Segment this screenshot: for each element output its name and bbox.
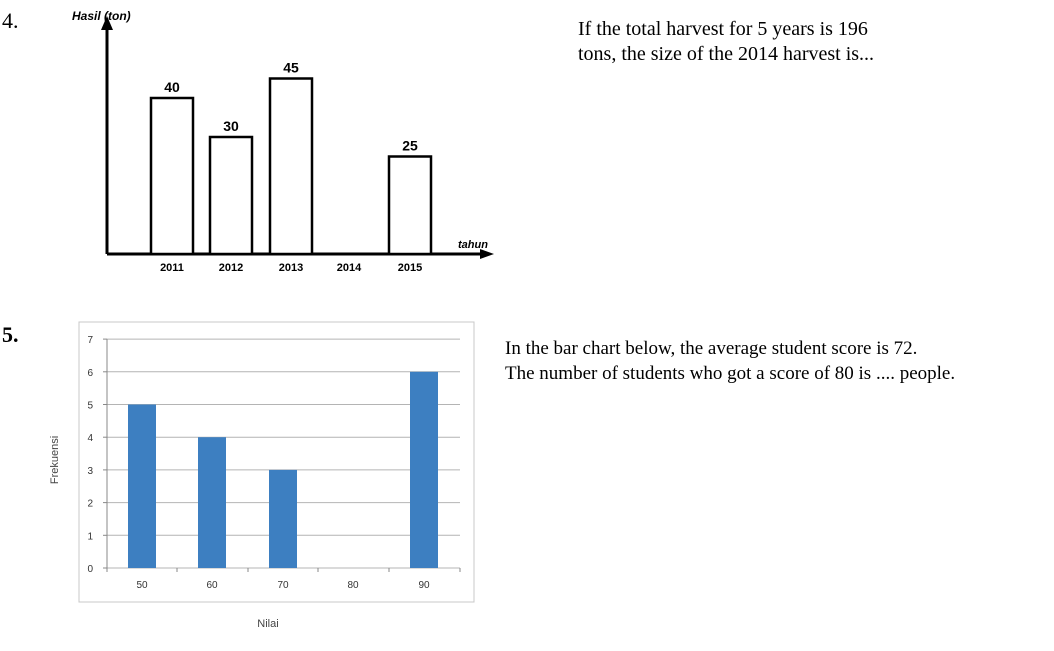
y-axis-label: Hasil (ton) <box>72 9 131 23</box>
question-4-number: 4. <box>2 8 19 33</box>
y-tick-label: 6 <box>87 368 93 379</box>
x-tick-label: 90 <box>418 580 430 591</box>
x-axis-label: Nilai <box>257 618 278 630</box>
data-label: 30 <box>223 118 239 134</box>
bar <box>198 437 226 568</box>
y-tick-label: 7 <box>87 335 93 346</box>
bar <box>208 135 254 256</box>
data-label: 40 <box>164 79 180 95</box>
x-tick-label: 60 <box>206 580 218 591</box>
bar <box>128 404 156 568</box>
bar <box>149 96 195 256</box>
question-5-line-1: In the bar chart below, the average stud… <box>505 338 918 359</box>
y-tick-label: 2 <box>87 499 93 510</box>
data-label: 45 <box>283 60 299 76</box>
y-tick-label: 1 <box>87 531 93 542</box>
bar <box>268 77 314 256</box>
question-4-text: If the total harvest for 5 years is 196 … <box>578 17 874 67</box>
x-tick-label: 70 <box>277 580 289 591</box>
x-tick-label: 2012 <box>219 262 243 274</box>
x-axis-label: tahun <box>458 239 488 251</box>
question-5-number: 5. <box>2 322 19 347</box>
question-5-line-2: The number of students who got a score o… <box>505 363 956 384</box>
question-4-line-1: If the total harvest for 5 years is 196 <box>578 18 868 40</box>
x-tick-label: 50 <box>136 580 148 591</box>
x-tick-label: 2011 <box>160 262 184 274</box>
bar <box>410 371 438 568</box>
y-tick-label: 3 <box>87 466 93 477</box>
bar <box>269 469 297 568</box>
x-axis-arrow <box>480 249 494 259</box>
x-tick-label: 80 <box>347 580 359 591</box>
y-axis-arrow <box>101 16 113 30</box>
x-tick-label: 2015 <box>398 262 422 274</box>
y-tick-label: 4 <box>87 433 93 444</box>
y-tick-label: 5 <box>87 401 93 412</box>
x-tick-label: 2013 <box>279 262 303 274</box>
bar <box>387 155 433 256</box>
x-tick-label: 2014 <box>337 262 362 274</box>
question-5-text: In the bar chart below, the average stud… <box>505 336 955 386</box>
question-4-line-2: tons, the size of the 2014 harvest is... <box>578 43 875 65</box>
y-tick-label: 0 <box>87 564 93 575</box>
y-axis-label: Frekuensi <box>49 436 61 484</box>
data-label: 25 <box>402 138 418 154</box>
